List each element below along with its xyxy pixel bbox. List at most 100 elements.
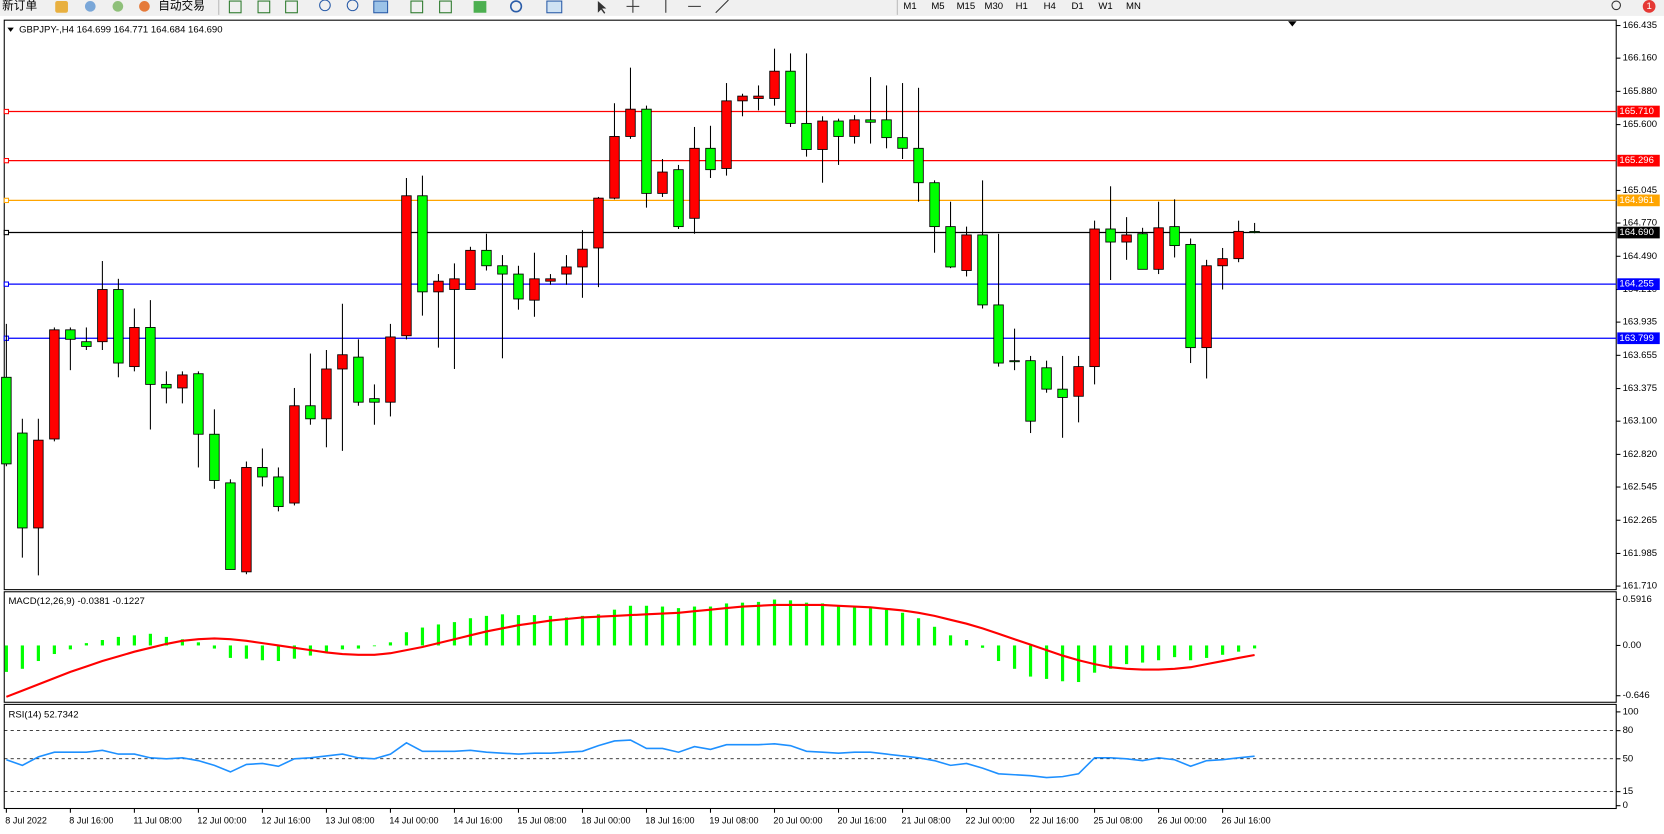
candle-body: [401, 195, 412, 337]
macd-bar: [148, 633, 152, 646]
search-icon[interactable]: [1611, 0, 1621, 11]
icon[interactable]: [665, 0, 729, 14]
macd-bar: [1253, 645, 1257, 649]
macd-title: MACD(12,26,9) -0.0381 -0.1227: [8, 596, 144, 607]
icon[interactable]: [285, 0, 298, 14]
icon[interactable]: [473, 1, 487, 13]
x-tick-label: 8 Jul 2022: [5, 816, 47, 826]
macd-bar: [756, 601, 761, 646]
candle-body: [529, 278, 540, 301]
period-button[interactable]: W1: [1098, 1, 1112, 12]
candle-body: [513, 273, 524, 300]
y-tick-label: 162.265: [1623, 515, 1658, 526]
macd-bar: [596, 614, 601, 646]
period-button[interactable]: MN: [1126, 1, 1141, 12]
macd-bar: [1220, 645, 1225, 655]
candle-body: [417, 195, 428, 293]
x-tick-label: 25 Jul 08:00: [1094, 816, 1143, 826]
period-button[interactable]: M5: [931, 1, 944, 12]
macd-bar: [244, 645, 249, 659]
x-tick-label: 22 Jul 16:00: [1029, 816, 1078, 826]
icon[interactable]: [55, 1, 68, 13]
x-tick-label: 8 Jul 16:00: [69, 816, 113, 826]
rsi-title: RSI(14) 52.7342: [8, 710, 78, 721]
period-button[interactable]: H4: [1044, 1, 1057, 12]
macd-bar: [516, 615, 521, 646]
y-tick-label: 161.985: [1623, 548, 1658, 559]
macd-bar: [228, 645, 233, 658]
icon[interactable]: [373, 0, 389, 14]
candle-body: [689, 147, 700, 219]
level-label: 164.961: [1619, 195, 1654, 206]
icon[interactable]: [228, 0, 242, 14]
candle-body: [673, 169, 684, 228]
candle-body: [97, 289, 108, 343]
y-tick-label: 166.160: [1623, 53, 1658, 64]
period-button[interactable]: M30: [985, 1, 1004, 12]
new-order-button[interactable]: 新订单: [2, 0, 37, 12]
title-marker: [7, 27, 14, 32]
macd-bar: [1092, 645, 1097, 673]
y-tick-label: 164.770: [1623, 218, 1658, 229]
icon[interactable]: [139, 1, 150, 12]
candle-body: [273, 476, 284, 508]
badge-count: 1: [1646, 1, 1651, 12]
y-tick-label: 162.820: [1623, 449, 1658, 460]
x-tick-label: 20 Jul 16:00: [837, 816, 886, 826]
icon[interactable]: [509, 0, 523, 13]
level-label-bg: [1617, 226, 1660, 239]
macd-bar: [84, 643, 88, 646]
icon[interactable]: [346, 0, 359, 12]
y-tick-label: 50: [1623, 753, 1634, 764]
macd-bar: [772, 599, 777, 646]
candle-body: [993, 304, 1004, 364]
candle-body: [1137, 233, 1148, 270]
period-button[interactable]: M15: [957, 1, 976, 12]
signal-line: [5, 603, 1255, 698]
auto-trade-button[interactable]: 自动交易: [158, 0, 205, 12]
icon[interactable]: [319, 0, 331, 12]
y-tick-label: 165.880: [1623, 86, 1658, 97]
macd-bar: [196, 642, 200, 646]
candle-body: [353, 356, 364, 403]
icon[interactable]: [597, 1, 607, 14]
icon[interactable]: [546, 0, 563, 14]
candle-body: [769, 70, 780, 99]
icon[interactable]: [112, 1, 124, 12]
macd-bar: [644, 605, 649, 646]
icon[interactable]: [257, 0, 271, 14]
macd-bar: [1204, 645, 1209, 658]
y-tick-label: 0.5916: [1623, 594, 1652, 605]
period-button[interactable]: D1: [1072, 1, 1084, 12]
period-button[interactable]: M1: [903, 1, 916, 12]
icon[interactable]: [439, 0, 452, 14]
macd-bar: [708, 606, 713, 646]
level-marker: [3, 281, 10, 287]
x-tick-label: 15 Jul 08:00: [517, 816, 566, 826]
candle-body: [321, 368, 332, 420]
macd-bar: [1236, 645, 1241, 652]
period-buttons: M1 M5 M15 M30 H1 H4 D1 W1 MN: [903, 1, 1141, 12]
level-label: 165.710: [1619, 106, 1654, 117]
candle-body: [385, 336, 396, 403]
x-tick-label: 12 Jul 00:00: [197, 816, 246, 826]
y-tick-label: 165.045: [1623, 185, 1658, 196]
badge[interactable]: [1642, 0, 1656, 13]
candle-body: [81, 341, 92, 347]
icon[interactable]: [410, 0, 424, 14]
candle-body: [881, 119, 892, 139]
icon[interactable]: [626, 0, 640, 13]
candle-body: [225, 482, 236, 570]
candle-body: [657, 171, 668, 194]
x-tick-label: 22 Jul 00:00: [965, 816, 1014, 826]
macd-bar: [724, 603, 729, 646]
macd-bar: [356, 645, 361, 649]
macd-bar: [1172, 645, 1177, 658]
level-marker: [3, 108, 10, 115]
candle-body: [449, 278, 460, 290]
period-button[interactable]: H1: [1016, 1, 1028, 12]
candle-body: [897, 137, 908, 149]
icon[interactable]: [84, 1, 96, 12]
macd-bar: [1076, 645, 1081, 683]
macd-bar: [388, 642, 393, 646]
